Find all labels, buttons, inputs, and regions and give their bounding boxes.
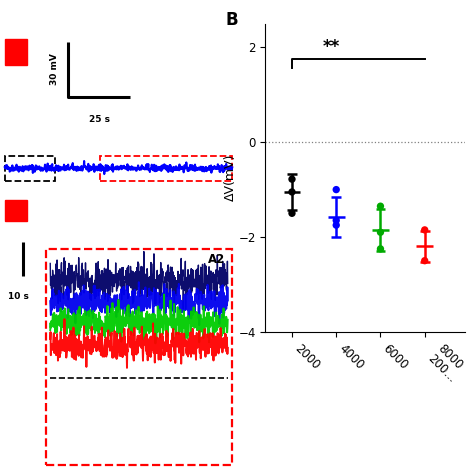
Point — [332, 221, 340, 229]
Point — [332, 186, 340, 193]
Bar — [5, 39, 27, 64]
Text: 25 s: 25 s — [89, 115, 109, 124]
Point — [377, 228, 384, 236]
Point — [421, 257, 428, 264]
Text: A2: A2 — [208, 253, 226, 266]
Point — [288, 188, 296, 196]
Text: 10 s: 10 s — [8, 292, 29, 301]
Text: 30 mV: 30 mV — [50, 53, 59, 85]
Point — [377, 202, 384, 210]
Text: B: B — [226, 11, 238, 29]
Point — [332, 217, 340, 224]
Point — [377, 245, 384, 253]
Bar — [5, 155, 55, 181]
Bar — [100, 155, 232, 181]
Text: **: ** — [323, 38, 340, 56]
Y-axis label: ΔV(mV): ΔV(mV) — [224, 154, 237, 201]
Point — [421, 226, 428, 234]
Bar — [46, 248, 232, 465]
Point — [288, 210, 296, 217]
Point — [288, 175, 296, 183]
Bar — [5, 200, 27, 221]
